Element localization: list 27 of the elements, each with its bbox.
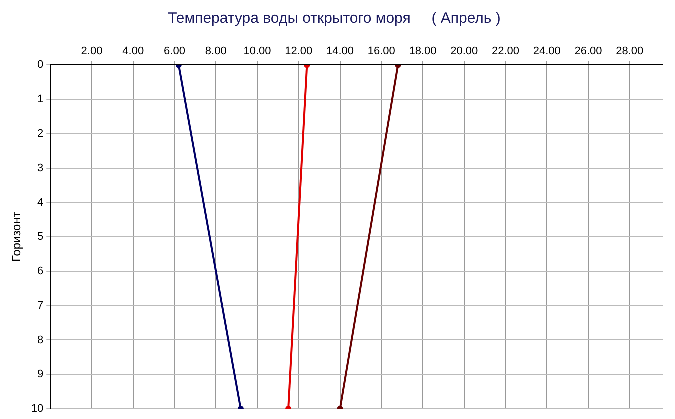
y-tick-label: 10 (31, 403, 44, 416)
y-tick-label: 5 (38, 231, 44, 244)
x-tick-label: 26.00 (574, 46, 602, 58)
y-axis-title: Горизонт (10, 212, 24, 262)
y-tick-label: 2 (38, 128, 44, 140)
y-tick-label: 9 (38, 368, 44, 381)
y-tick-label: 0 (38, 59, 44, 72)
x-tick-label: 10.00 (244, 46, 272, 58)
y-tick-label: 8 (38, 334, 44, 346)
y-tick-label: 3 (38, 162, 44, 174)
x-tick-label: 22.00 (492, 46, 520, 58)
y-tick-label: 7 (38, 300, 44, 312)
x-tick-label: 12.00 (285, 46, 313, 58)
x-tick-label: 6.00 (164, 46, 186, 58)
x-tick-label: 4.00 (122, 46, 144, 58)
x-tick-label: 20.00 (450, 46, 478, 58)
x-tick-label: 2.00 (81, 46, 103, 58)
x-tick-label: 28.00 (616, 46, 644, 58)
y-tick-label: 1 (38, 94, 44, 106)
x-tick-label: 16.00 (368, 46, 396, 58)
chart-title: Температура воды открытого моря ( Апрель ) (168, 10, 501, 28)
x-tick-label: 18.00 (409, 46, 437, 58)
x-tick-label: 24.00 (533, 46, 561, 58)
x-tick-label: 14.00 (326, 46, 354, 58)
y-tick-label: 4 (38, 196, 44, 209)
y-tick-label: 6 (38, 266, 44, 278)
x-tick-label: 8.00 (205, 46, 227, 58)
